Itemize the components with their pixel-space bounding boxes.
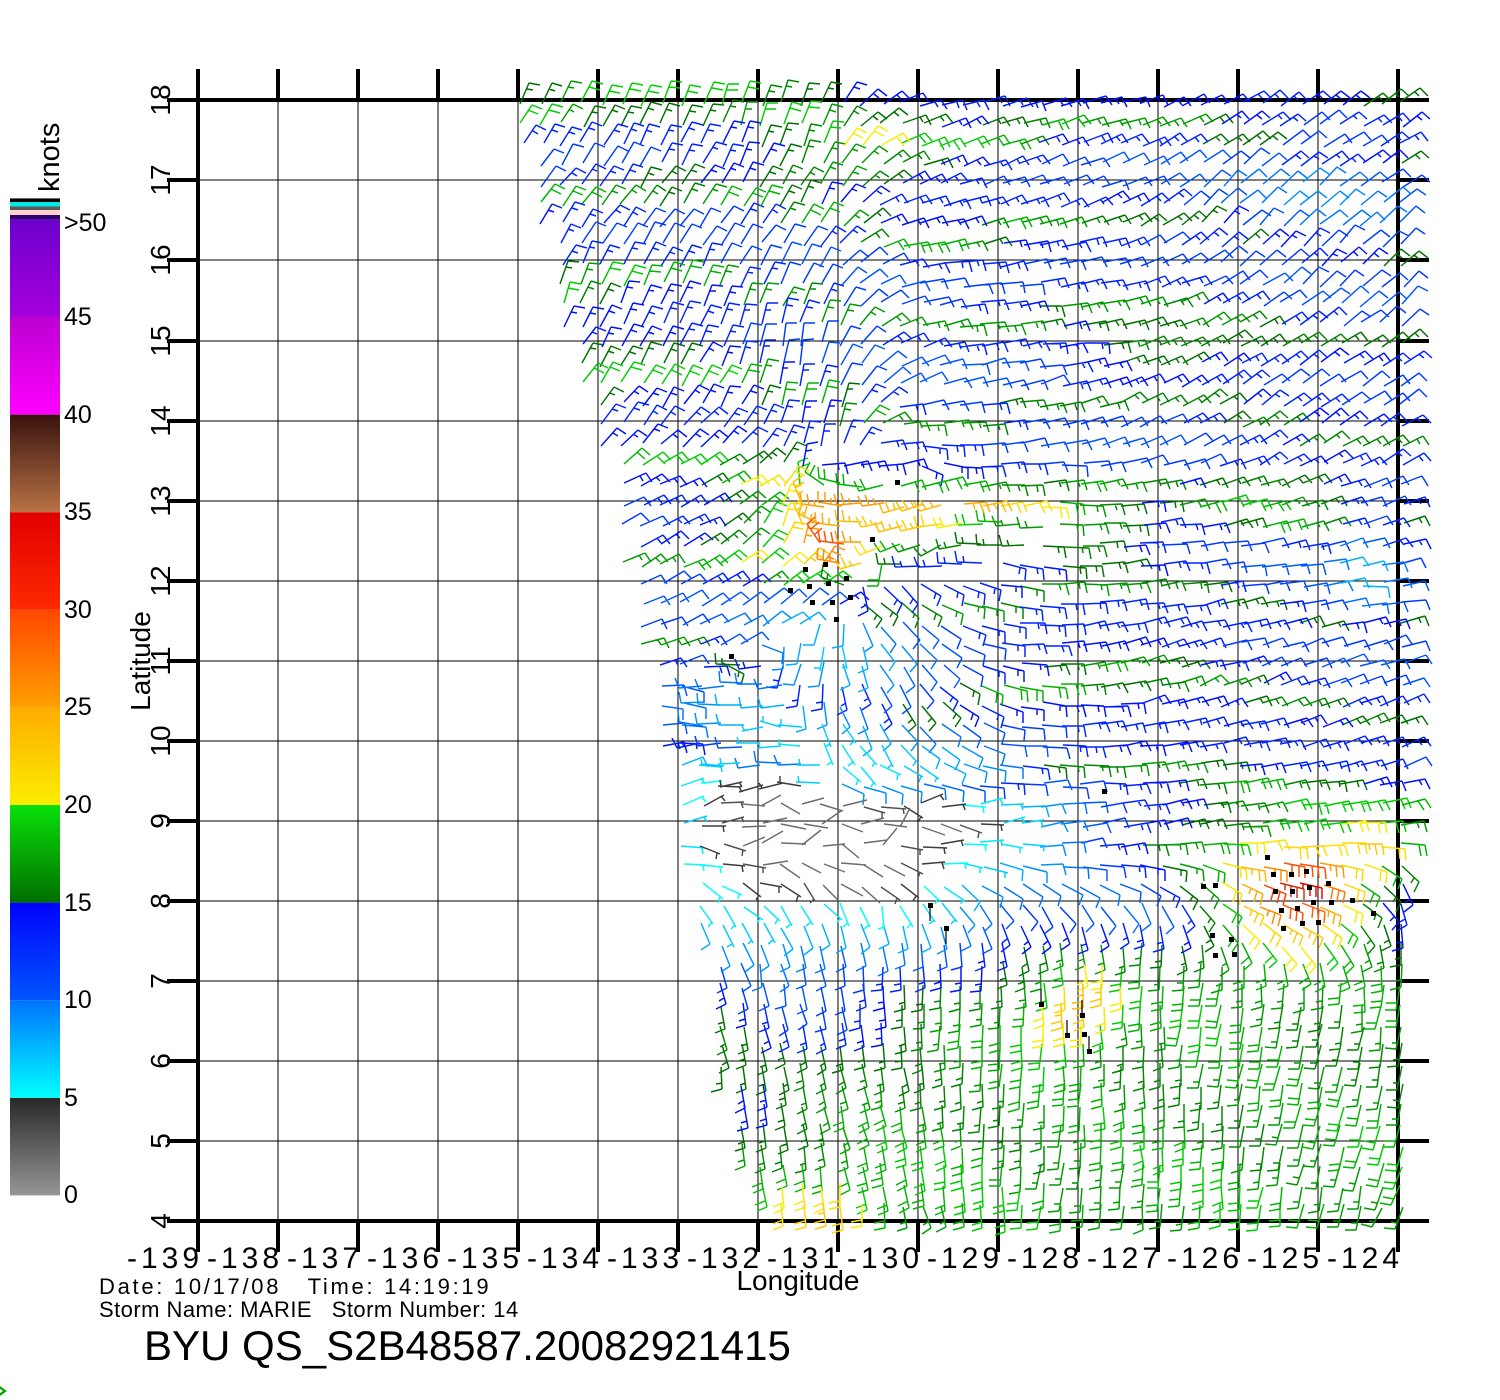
svg-text:-138: -138 (207, 1242, 283, 1275)
svg-text:40: 40 (64, 401, 92, 429)
svg-text:20: 20 (64, 791, 92, 819)
svg-text:-127: -127 (1087, 1242, 1163, 1275)
svg-text:knots: knots (34, 123, 66, 192)
svg-text:16: 16 (145, 244, 176, 275)
svg-text:15: 15 (64, 889, 92, 917)
svg-text:-125: -125 (1247, 1242, 1323, 1275)
svg-text:-128: -128 (1007, 1242, 1083, 1275)
svg-text:45: 45 (64, 303, 92, 331)
svg-text:-126: -126 (1167, 1242, 1243, 1275)
svg-text:17: 17 (145, 164, 176, 195)
svg-text:-133: -133 (607, 1242, 683, 1275)
svg-text:-124: -124 (1327, 1242, 1403, 1275)
svg-text:8: 8 (145, 893, 176, 909)
svg-text:18: 18 (145, 84, 176, 115)
svg-text:10: 10 (145, 725, 176, 756)
svg-text:Latitude: Latitude (125, 611, 156, 711)
svg-text:6: 6 (145, 1053, 176, 1069)
svg-text:5: 5 (145, 1133, 176, 1149)
svg-text:-134: -134 (527, 1242, 603, 1275)
svg-text:10: 10 (64, 986, 92, 1014)
svg-text:-137: -137 (287, 1242, 363, 1275)
svg-text:-132: -132 (687, 1242, 763, 1275)
svg-text:-131: -131 (767, 1242, 843, 1275)
svg-text:-129: -129 (927, 1242, 1003, 1275)
svg-text:7: 7 (145, 973, 176, 989)
svg-text:35: 35 (64, 498, 92, 526)
svg-text:Longitude: Longitude (736, 1265, 859, 1296)
svg-text:Storm Name: MARIE Storm Numb: Storm Name: MARIE Storm Number: 14 (99, 1297, 519, 1322)
svg-text:-130: -130 (847, 1242, 923, 1275)
svg-text:30: 30 (64, 596, 92, 624)
svg-text:4: 4 (145, 1213, 176, 1229)
svg-text:13: 13 (145, 485, 176, 516)
svg-text:-135: -135 (447, 1242, 523, 1275)
svg-text:25: 25 (64, 693, 92, 721)
svg-text:11: 11 (145, 646, 176, 675)
svg-text:>50: >50 (64, 209, 106, 237)
svg-text:-139: -139 (127, 1242, 203, 1275)
svg-text:9: 9 (145, 813, 176, 829)
svg-text:15: 15 (145, 325, 176, 356)
svg-text:5: 5 (64, 1084, 78, 1112)
svg-text:14: 14 (145, 405, 176, 436)
svg-text:12: 12 (145, 565, 176, 596)
svg-text:-136: -136 (367, 1242, 443, 1275)
svg-text:BYU QS_S2B48587.20082921415: BYU QS_S2B48587.20082921415 (144, 1322, 791, 1369)
svg-text:Date: 10/17/08 Time: 14:19:1: Date: 10/17/08 Time: 14:19:19 (99, 1274, 491, 1299)
svg-text:0: 0 (64, 1181, 78, 1209)
